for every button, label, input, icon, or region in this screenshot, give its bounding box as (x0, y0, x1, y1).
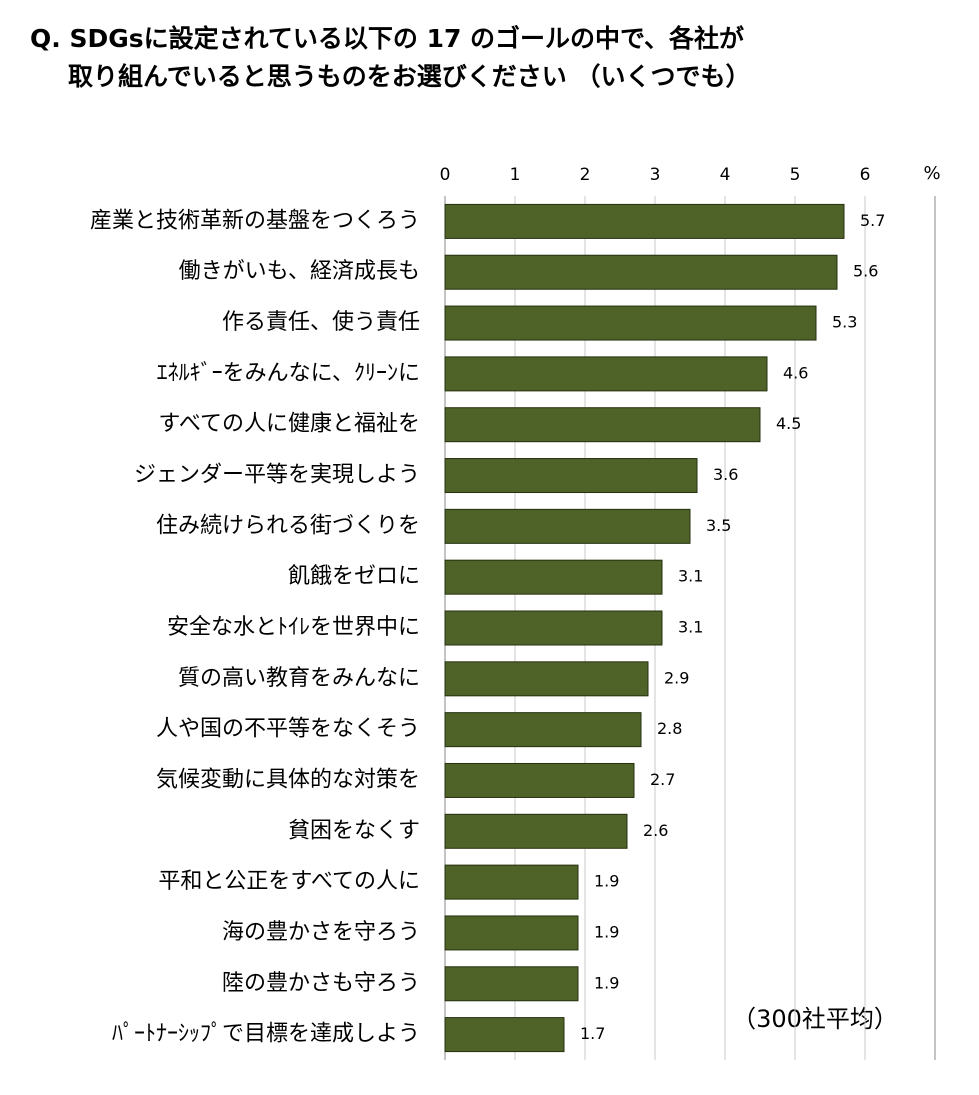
y-tick-label: 質の高い教育をみんなに (178, 666, 420, 691)
x-axis-unit: % (923, 163, 940, 184)
bar (444, 712, 642, 748)
bar (444, 356, 768, 392)
x-tick-label: 2 (580, 165, 591, 185)
value-label: 3.5 (706, 516, 731, 535)
annotation: （300社平均） (732, 1005, 898, 1033)
value-label: 3.1 (678, 567, 703, 586)
y-tick-label: 作る責任、使う責任 (222, 310, 420, 335)
value-label: 2.6 (643, 821, 668, 840)
y-tick-label: 安全な水とﾄｲﾚを世界中に (167, 615, 420, 640)
y-tick-label: 海の豊かさを守ろう (222, 920, 420, 945)
y-tick-label: 飢餓をゼロに (288, 564, 420, 589)
bar (444, 813, 628, 849)
bar (444, 508, 691, 544)
bar (444, 610, 663, 646)
y-tick-label: 働きがいも、経済成長も (179, 259, 420, 284)
value-label: 2.7 (650, 770, 675, 789)
y-tick-label: ﾊﾟｰﾄﾅｰｼｯﾌﾟで目標を達成しよう (112, 1022, 420, 1047)
bar (444, 305, 817, 341)
bar (444, 559, 663, 595)
value-label: 1.7 (580, 1024, 605, 1043)
value-label: 5.7 (860, 211, 885, 230)
y-tick-label: すべての人に健康と福祉を (158, 412, 420, 437)
value-label: 2.9 (664, 668, 689, 687)
value-label: 2.8 (657, 719, 682, 738)
value-label: 1.9 (594, 922, 619, 941)
x-tick-label: 1 (510, 165, 521, 185)
value-label: 3.6 (713, 465, 738, 484)
bar (444, 407, 761, 443)
value-label: 1.9 (594, 872, 619, 891)
y-tick-label: 産業と技術革新の基盤をつくろう (90, 208, 420, 233)
y-tick-label: 気候変動に具体的な対策を (156, 767, 420, 792)
x-tick-label: 4 (720, 165, 731, 185)
y-tick-label: 人や国の不平等をなくそう (156, 717, 420, 742)
y-tick-label: 平和と公正をすべての人に (158, 869, 420, 894)
bar (444, 864, 579, 900)
y-tick-label: 貧困をなくす (288, 818, 420, 843)
y-tick-label: 陸の豊かさも守ろう (222, 971, 420, 996)
bar (444, 966, 579, 1002)
value-label: 4.6 (783, 363, 808, 382)
bar (444, 915, 579, 951)
x-tick-label: 3 (650, 165, 661, 185)
value-label: 3.1 (678, 618, 703, 637)
value-label: 4.5 (776, 414, 801, 433)
y-tick-label: 住み続けられる街づくりを (156, 513, 420, 538)
value-label: 5.3 (832, 313, 857, 332)
value-label: 1.9 (594, 973, 619, 992)
bar (444, 661, 649, 697)
chart-title: Q. SDGsに設定されている以下の 17 のゴールの中で、各社が (30, 24, 744, 53)
bar (444, 762, 635, 798)
x-tick-label: 5 (790, 165, 801, 185)
chart-title: 取り組んでいると思うものをお選びください （いくつでも） (68, 62, 750, 91)
bar (444, 203, 845, 239)
y-tick-label: ジェンダー平等を実現しよう (134, 463, 420, 488)
bar (444, 254, 838, 290)
value-label: 5.6 (853, 262, 878, 281)
bar (444, 458, 698, 494)
y-tick-label: ｴﾈﾙｷﾞｰをみんなに、ｸﾘｰﾝに (157, 361, 420, 386)
x-tick-label: 0 (440, 165, 451, 185)
x-tick-label: 6 (860, 165, 871, 185)
bar (444, 1017, 565, 1053)
